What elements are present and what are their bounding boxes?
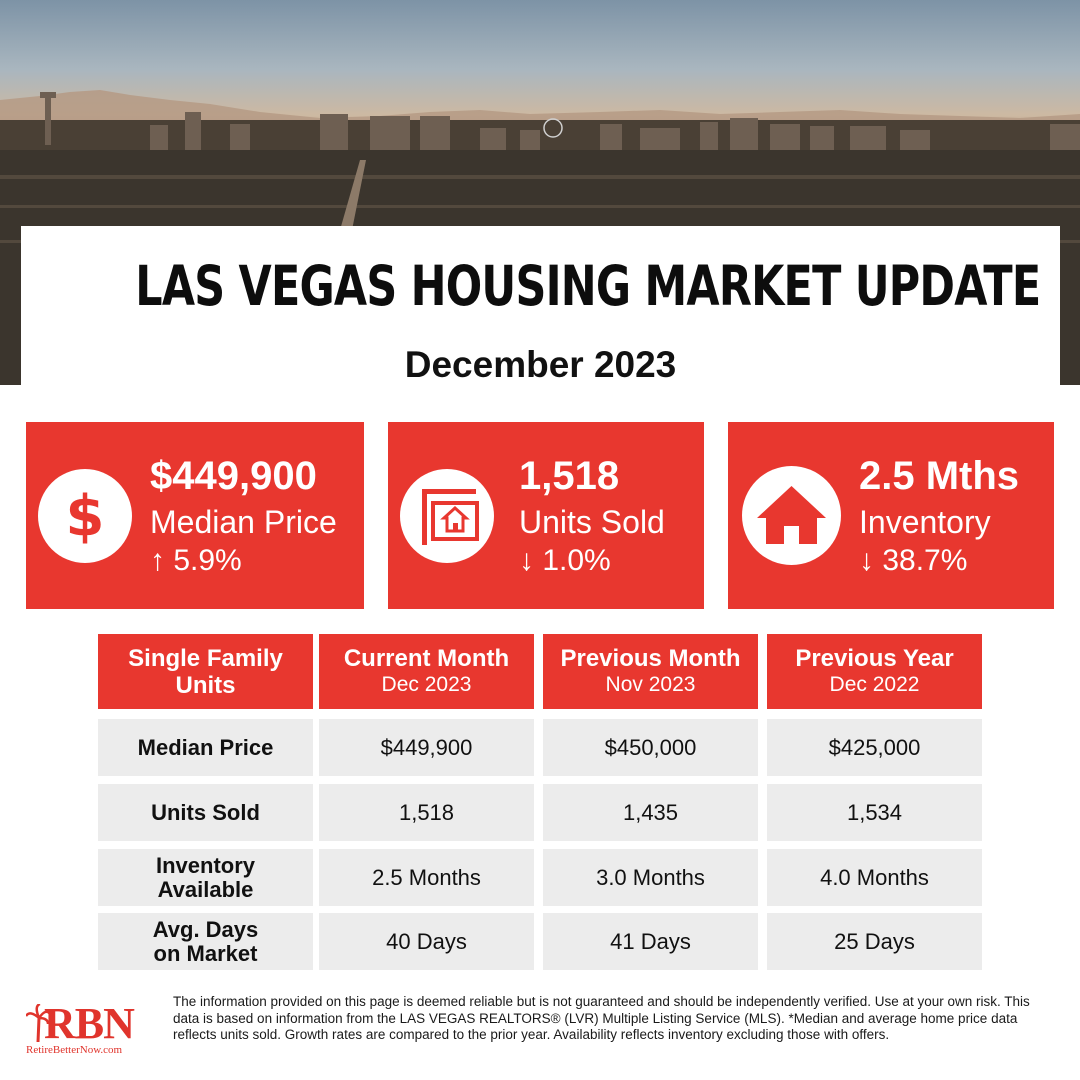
table-header-single-family: Single Family Units <box>98 634 313 709</box>
table-cell: $450,000 <box>543 719 758 776</box>
table-header-previous-year: Previous Year Dec 2022 <box>767 634 982 709</box>
header-date: Nov 2023 <box>605 673 696 696</box>
dollar-icon: $ <box>38 469 132 563</box>
table-cell: 1,518 <box>319 784 534 841</box>
table-cell: 41 Days <box>543 913 758 970</box>
rbn-logo: RBN RetireBetterNow.com <box>26 999 160 1062</box>
stat-change: ↓ 38.7% <box>859 544 968 577</box>
table-cell: 1,435 <box>543 784 758 841</box>
table-cell: 3.0 Months <box>543 849 758 906</box>
stat-value: 2.5 Mths <box>859 454 1020 498</box>
header-label: Previous Year <box>795 645 954 672</box>
page-title: LAS VEGAS HOUSING MARKET UPDATE <box>135 254 1041 318</box>
stat-card-inventory: 2.5 Mths Inventory ↓ 38.7% <box>728 422 1054 609</box>
table-cell: 1,534 <box>767 784 982 841</box>
table-header-current-month: Current Month Dec 2023 <box>319 634 534 709</box>
table-cell: 2.5 Months <box>319 849 534 906</box>
row-label-inventory: Inventory Available <box>98 849 313 906</box>
table-cell: 25 Days <box>767 913 982 970</box>
stat-card-units-sold: 1,518 Units Sold ↓ 1.0% <box>388 422 704 609</box>
stat-value: $449,900 <box>150 454 317 498</box>
table-cell: $425,000 <box>767 719 982 776</box>
table-cell: $449,900 <box>319 719 534 776</box>
sold-sign-icon <box>400 469 494 563</box>
table-cell: 40 Days <box>319 913 534 970</box>
stat-label: Median Price <box>150 504 337 540</box>
stat-change: ↓ 1.0% <box>519 544 611 577</box>
stat-value: 1,518 <box>519 454 620 498</box>
page-subtitle: December 2023 <box>404 344 677 385</box>
stat-card-median-price: $ $449,900 Median Price ↑ 5.9% <box>26 422 364 609</box>
disclaimer-text: The information provided on this page is… <box>173 994 1030 1042</box>
header-label: Single Family Units <box>128 645 283 699</box>
row-label-units-sold: Units Sold <box>98 784 313 841</box>
house-icon <box>742 466 841 565</box>
palm-tree-icon <box>26 1004 50 1043</box>
stat-change: ↑ 5.9% <box>150 544 242 577</box>
title-panel: LAS VEGAS HOUSING MARKET UPDATE December… <box>21 226 1060 396</box>
stat-label: Inventory <box>859 504 991 540</box>
stat-label: Units Sold <box>519 504 665 540</box>
row-label-median-price: Median Price <box>98 719 313 776</box>
svg-text:$: $ <box>66 484 105 549</box>
logo-site: RetireBetterNow.com <box>26 1044 123 1056</box>
row-label-days-on-market: Avg. Days on Market <box>98 913 313 970</box>
logo-text: RBN <box>44 999 135 1048</box>
header-date: Dec 2023 <box>381 673 472 696</box>
header-label: Current Month <box>343 645 510 672</box>
table-header-previous-month: Previous Month Nov 2023 <box>543 634 758 709</box>
header-label: Previous Month <box>560 645 741 672</box>
table-cell: 4.0 Months <box>767 849 982 906</box>
header-date: Dec 2022 <box>829 673 920 696</box>
